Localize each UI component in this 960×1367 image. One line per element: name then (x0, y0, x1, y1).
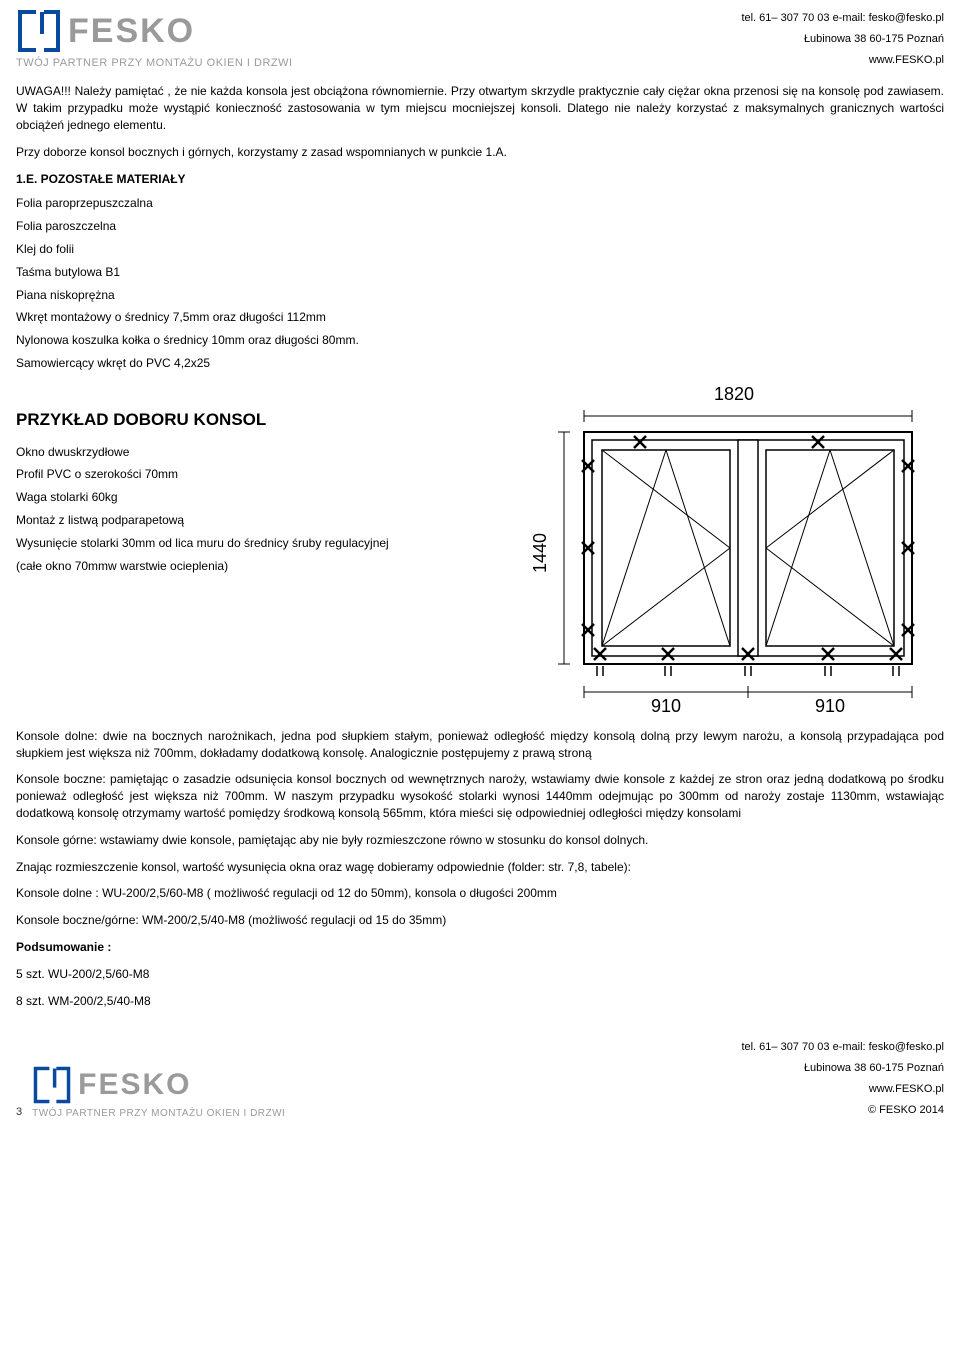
footer-right: tel. 61– 307 70 03 e-mail: fesko@fesko.p… (741, 1037, 944, 1121)
example-row: PRZYKŁAD DOBORU KONSOL Okno dwuskrzydłow… (16, 378, 944, 718)
page-number: 3 (16, 1105, 22, 1120)
material-item: Folia paroszczelna (16, 218, 944, 235)
desc-p8: 5 szt. WU-200/2,5/60-M8 (16, 966, 944, 983)
footer-left: 3 FESKO TWÓJ PARTNER PRZY MONTAŻU OKIEN … (16, 1065, 285, 1121)
desc-p2: Konsole boczne: pamiętając o zasadzie od… (16, 771, 944, 821)
footer-logo-mark-icon (32, 1065, 72, 1105)
page-header: FESKO TWÓJ PARTNER PRZY MONTAŻU OKIEN I … (16, 8, 944, 71)
contact-address: Łubinowa 38 60-175 Poznań (741, 29, 944, 50)
desc-p9: 8 szt. WM-200/2,5/40-M8 (16, 993, 944, 1010)
footer-logo-row: FESKO (32, 1065, 285, 1105)
logo-tagline: TWÓJ PARTNER PRZY MONTAŻU OKIEN I DRZWI (16, 56, 293, 71)
desc-p4: Znając rozmieszczenie konsol, wartość wy… (16, 859, 944, 876)
dim-top-label: 1820 (714, 384, 754, 404)
material-item: Folia paroprzepuszczalna (16, 195, 944, 212)
material-item: Nylonowa koszulka kołka o średnicy 10mm … (16, 332, 944, 349)
material-item: Wkręt montażowy o średnicy 7,5mm oraz dł… (16, 309, 944, 326)
window-diagram: 1820 1440 (524, 378, 944, 718)
page-footer: 3 FESKO TWÓJ PARTNER PRZY MONTAŻU OKIEN … (16, 1037, 944, 1121)
footer-contact-tel: tel. 61– 307 70 03 e-mail: fesko@fesko.p… (741, 1037, 944, 1058)
section-1e-title: 1.E. POZOSTAŁE MATERIAŁY (16, 171, 944, 188)
dim-bottom-left: 910 (651, 696, 681, 716)
dim-left-label: 1440 (530, 533, 550, 573)
footer-logo-block: FESKO TWÓJ PARTNER PRZY MONTAŻU OKIEN I … (32, 1065, 285, 1121)
material-item: Taśma butylowa B1 (16, 264, 944, 281)
footer-logo-tagline: TWÓJ PARTNER PRZY MONTAŻU OKIEN I DRZWI (32, 1107, 285, 1121)
desc-p5: Konsole dolne : WU-200/2,5/60-M8 ( możli… (16, 885, 944, 902)
para-guidance: Przy doborze konsol bocznych i górnych, … (16, 144, 944, 161)
contact-tel: tel. 61– 307 70 03 e-mail: fesko@fesko.p… (741, 8, 944, 29)
contact-block: tel. 61– 307 70 03 e-mail: fesko@fesko.p… (741, 8, 944, 71)
footer-contact-address: Łubinowa 38 60-175 Poznań (741, 1058, 944, 1079)
example-line: (całe okno 70mmw warstwie ocieplenia) (16, 558, 500, 575)
example-line: Montaż z listwą podparapetową (16, 512, 500, 529)
logo-row: FESKO (16, 8, 293, 54)
example-text-block: PRZYKŁAD DOBORU KONSOL Okno dwuskrzydłow… (16, 378, 500, 581)
desc-summary-title: Podsumowanie : (16, 939, 944, 956)
material-item: Samowiercący wkręt do PVC 4,2x25 (16, 355, 944, 372)
footer-contact-web: www.FESKO.pl (741, 1079, 944, 1100)
desc-p6: Konsole boczne/górne: WM-200/2,5/40-M8 (… (16, 912, 944, 929)
dim-bottom-right: 910 (815, 696, 845, 716)
footer-logo-name: FESKO (78, 1070, 191, 1100)
footer-copyright: © FESKO 2014 (741, 1100, 944, 1121)
example-line: Wysunięcie stolarki 30mm od lica muru do… (16, 535, 500, 552)
material-item: Piana niskoprężna (16, 287, 944, 304)
desc-p3: Konsole górne: wstawiamy dwie konsole, p… (16, 832, 944, 849)
logo-name: FESKO (68, 14, 195, 48)
logo-block: FESKO TWÓJ PARTNER PRZY MONTAŻU OKIEN I … (16, 8, 293, 71)
example-title: PRZYKŁAD DOBORU KONSOL (16, 408, 500, 432)
example-line: Waga stolarki 60kg (16, 489, 500, 506)
contact-web: www.FESKO.pl (741, 50, 944, 71)
logo-mark-icon (16, 8, 62, 54)
desc-p1: Konsole dolne: dwie na bocznych narożnik… (16, 728, 944, 762)
example-line: Profil PVC o szerokości 70mm (16, 466, 500, 483)
material-item: Klej do folii (16, 241, 944, 258)
example-line: Okno dwuskrzydłowe (16, 444, 500, 461)
warning-paragraph: UWAGA!!! Należy pamiętać , że nie każda … (16, 83, 944, 133)
